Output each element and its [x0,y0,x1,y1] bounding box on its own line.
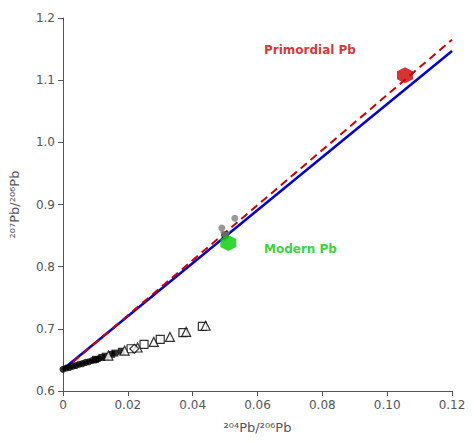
svg-text:²⁰⁴Pb/²⁰⁶Pb: ²⁰⁴Pb/²⁰⁶Pb [224,420,292,435]
svg-text:0.6: 0.6 [36,384,55,398]
svg-text:Modern Pb: Modern Pb [264,242,337,256]
svg-text:1.1: 1.1 [36,73,55,87]
svg-text:0.06: 0.06 [244,398,271,412]
svg-text:Primordial Pb: Primordial Pb [264,43,356,57]
svg-text:1.0: 1.0 [36,135,55,149]
svg-text:0.12: 0.12 [439,398,466,412]
svg-text:0.9: 0.9 [36,198,55,212]
svg-text:1.2: 1.2 [36,11,55,25]
svg-text:0.08: 0.08 [309,398,336,412]
svg-text:²⁰⁷Pb/²⁰⁶Pb: ²⁰⁷Pb/²⁰⁶Pb [7,171,22,239]
svg-text:0.8: 0.8 [36,260,55,274]
svg-text:0: 0 [59,398,67,412]
svg-text:0.10: 0.10 [374,398,401,412]
svg-text:0.7: 0.7 [36,322,55,336]
svg-text:0.04: 0.04 [179,398,206,412]
svg-text:0.02: 0.02 [114,398,141,412]
